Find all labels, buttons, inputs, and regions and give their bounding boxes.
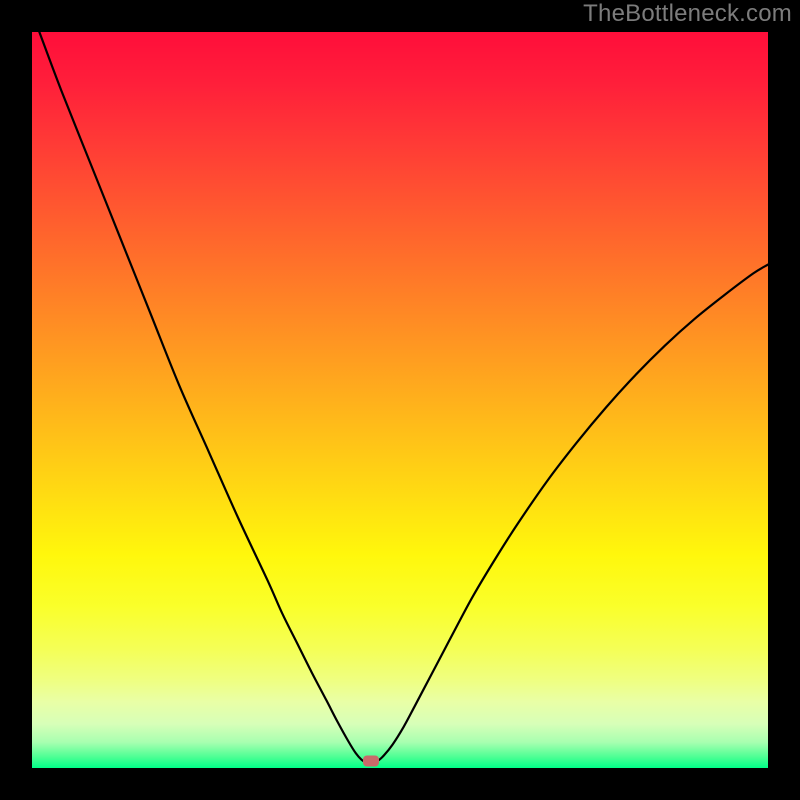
optimal-point-marker [363, 755, 379, 766]
plot-wrap [0, 0, 800, 800]
watermark-text: TheBottleneck.com [583, 0, 792, 28]
bottleneck-curve [0, 0, 800, 800]
